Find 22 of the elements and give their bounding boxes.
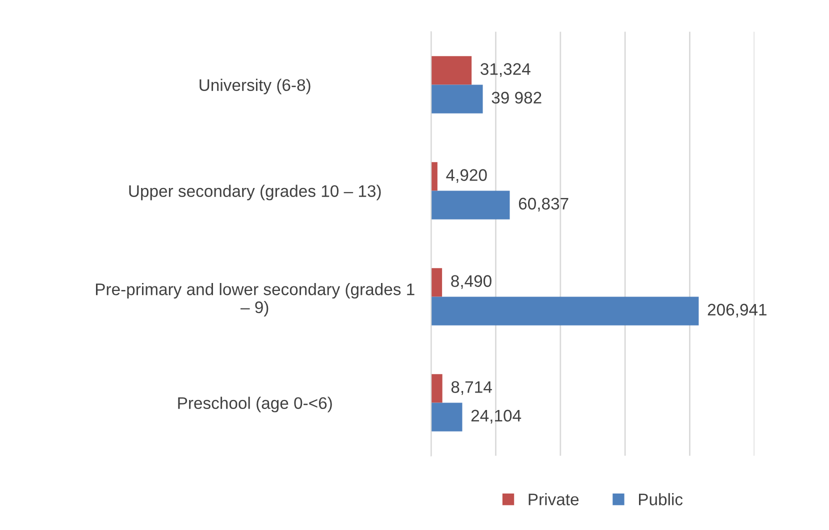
- data-label: 8,714: [451, 381, 492, 395]
- data-label: 8,490: [451, 275, 492, 289]
- y-tick-label: University (6-8): [200, 78, 310, 94]
- y-tick-label: Upper secondary (grades 10 – 13): [129, 184, 381, 200]
- bar: [431, 56, 472, 85]
- bar: [431, 84, 483, 114]
- bar: [431, 268, 442, 297]
- bar: [431, 402, 462, 432]
- y-tick-label: Pre-primary and lower secondary (grades 1 – 9): [96, 282, 414, 316]
- y-tick-label: Preschool (age 0-<6): [178, 396, 332, 412]
- data-label: 4,920: [446, 169, 487, 183]
- data-label: 60,837: [518, 198, 568, 212]
- data-label: 206,941: [708, 304, 766, 318]
- bar: [431, 190, 510, 220]
- data-label: 31,324: [480, 63, 530, 77]
- data-label: 24,104: [471, 410, 522, 424]
- bar: [431, 374, 442, 403]
- data-label: 39 982: [492, 92, 542, 104]
- bar: [431, 162, 438, 191]
- bar: [431, 296, 699, 326]
- legend-label: Public: [639, 493, 683, 506]
- legend-label: Private: [528, 493, 579, 506]
